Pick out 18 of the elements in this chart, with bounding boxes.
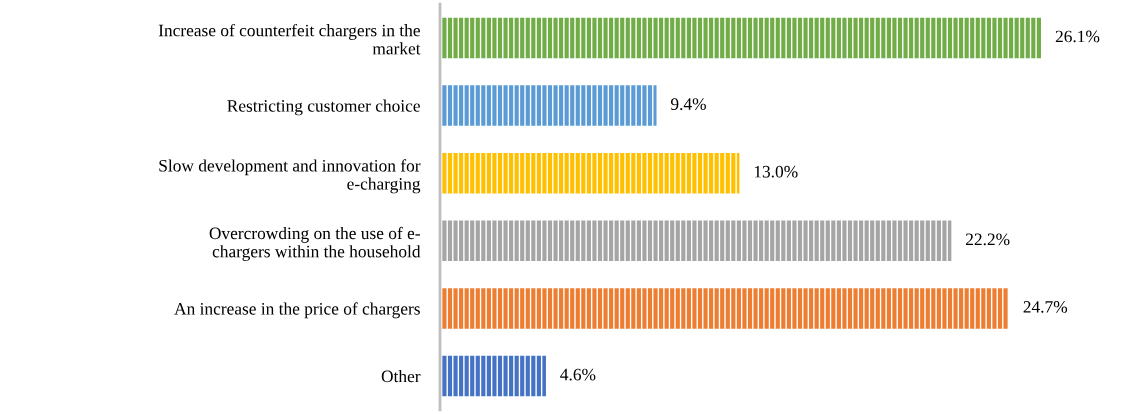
bar [440,152,740,194]
bar [440,355,546,397]
bar [440,288,1009,329]
bar [440,85,657,126]
data-label: 9.4% [670,98,706,110]
y-tick-label: Overcrowding on the use of e- chargers within the household [209,226,421,261]
bar [440,220,952,262]
y-tick-label: An increase in the price of chargers [174,302,420,319]
bar [440,17,1042,59]
data-label: 4.6% [560,368,596,381]
y-tick-label: Increase of counterfeit chargers in the market [158,23,421,55]
y-tick-label: Slow development and innovation for e-charging [159,159,421,194]
y-tick-label: Restricting customer choice [227,99,420,116]
data-label: 24.7% [1023,301,1068,313]
data-label: 22.2% [966,233,1010,246]
data-label: 13.0% [754,165,798,178]
y-tick-label: Other [381,370,421,383]
data-label: 26.1% [1055,30,1100,43]
